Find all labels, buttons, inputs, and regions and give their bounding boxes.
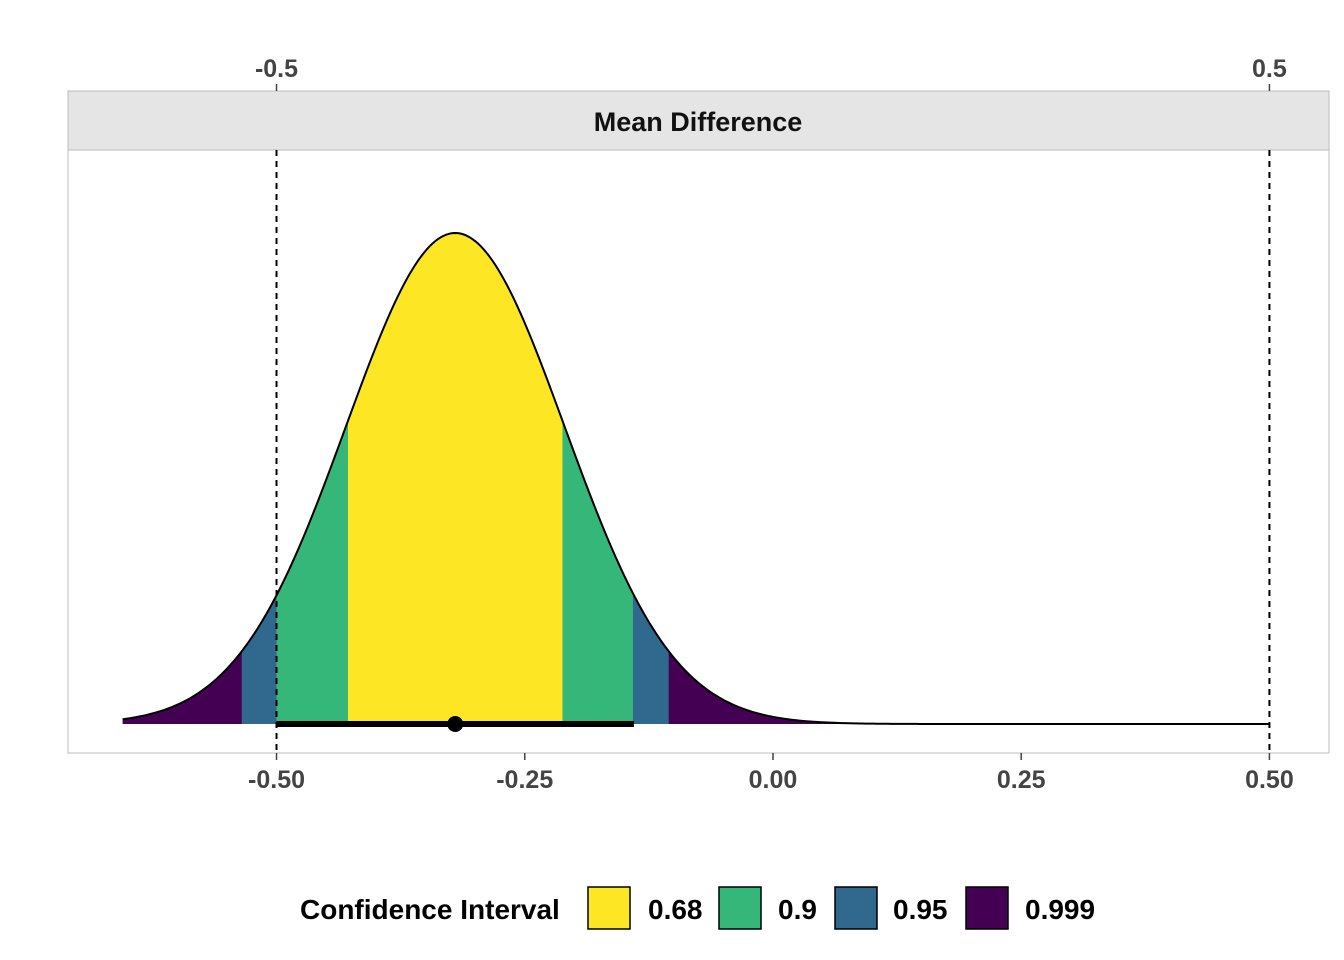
x-axis-top: -0.5 0.5 — [255, 55, 1287, 91]
legend-key — [718, 886, 762, 930]
x-top-tick-label: -0.5 — [255, 55, 298, 83]
x-tick-label: -0.25 — [496, 766, 553, 794]
reference-lines — [275, 150, 1271, 753]
point-estimate — [447, 716, 464, 732]
facet-title: Mean Difference — [594, 107, 803, 137]
legend-key — [834, 886, 878, 930]
interval-estimate — [276, 716, 634, 732]
legend-key — [587, 886, 631, 930]
legend-key — [965, 886, 1009, 930]
x-tick-label: 0.50 — [1245, 766, 1294, 794]
facet-strip — [67, 90, 1330, 151]
legend-title: Confidence Interval — [300, 894, 560, 925]
legend-label: 0.999 — [1025, 894, 1095, 925]
density-outline — [122, 231, 1270, 725]
confidence-bands — [122, 233, 1270, 724]
legend-label: 0.68 — [648, 894, 703, 925]
legend: Confidence Interval 0.68 0.9 0.95 0.999 — [300, 886, 1095, 930]
x-top-tick-label: 0.5 — [1252, 55, 1287, 83]
band-0-68 — [348, 233, 563, 724]
x-tick-label: 0.25 — [997, 766, 1046, 794]
legend-label: 0.9 — [778, 894, 817, 925]
x-tick-label: 0.00 — [749, 766, 798, 794]
legend-label: 0.95 — [893, 894, 948, 925]
x-tick-label: -0.50 — [248, 766, 305, 794]
x-axis: -0.50 -0.25 0.00 0.25 0.50 — [248, 753, 1294, 794]
density-curve — [122, 231, 1270, 725]
